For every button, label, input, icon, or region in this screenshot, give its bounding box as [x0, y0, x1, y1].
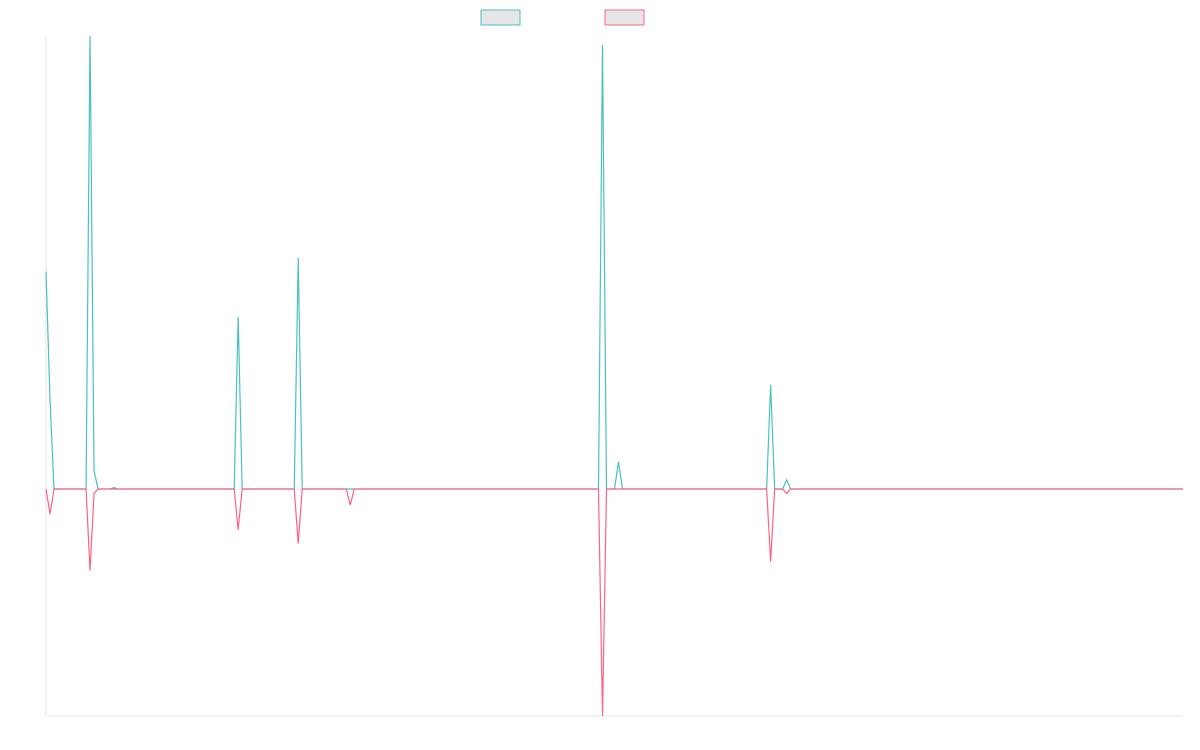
legend-swatch-2[interactable]	[604, 9, 645, 26]
legend-swatch-1[interactable]	[480, 9, 521, 26]
series-layer	[45, 35, 1183, 717]
axes	[45, 36, 1183, 717]
series-line-2	[45, 488, 1183, 717]
legend-item-2[interactable]	[604, 9, 645, 26]
legend-item-1[interactable]	[480, 9, 521, 26]
series-line-1	[45, 35, 1183, 490]
legend[interactable]	[480, 9, 645, 26]
